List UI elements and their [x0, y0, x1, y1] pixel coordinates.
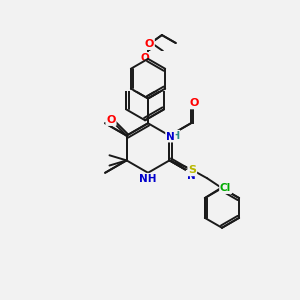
Text: N: N — [187, 171, 195, 181]
Text: O: O — [144, 39, 154, 49]
Text: O: O — [144, 39, 154, 49]
Text: NH: NH — [139, 174, 157, 184]
Text: H: H — [171, 130, 179, 141]
Text: O: O — [106, 115, 116, 125]
Bar — [91, 51, 209, 91]
Text: O: O — [141, 53, 149, 63]
Text: O: O — [189, 98, 199, 108]
Text: S: S — [188, 165, 196, 175]
Text: N: N — [166, 132, 175, 142]
Text: Cl: Cl — [220, 183, 231, 193]
